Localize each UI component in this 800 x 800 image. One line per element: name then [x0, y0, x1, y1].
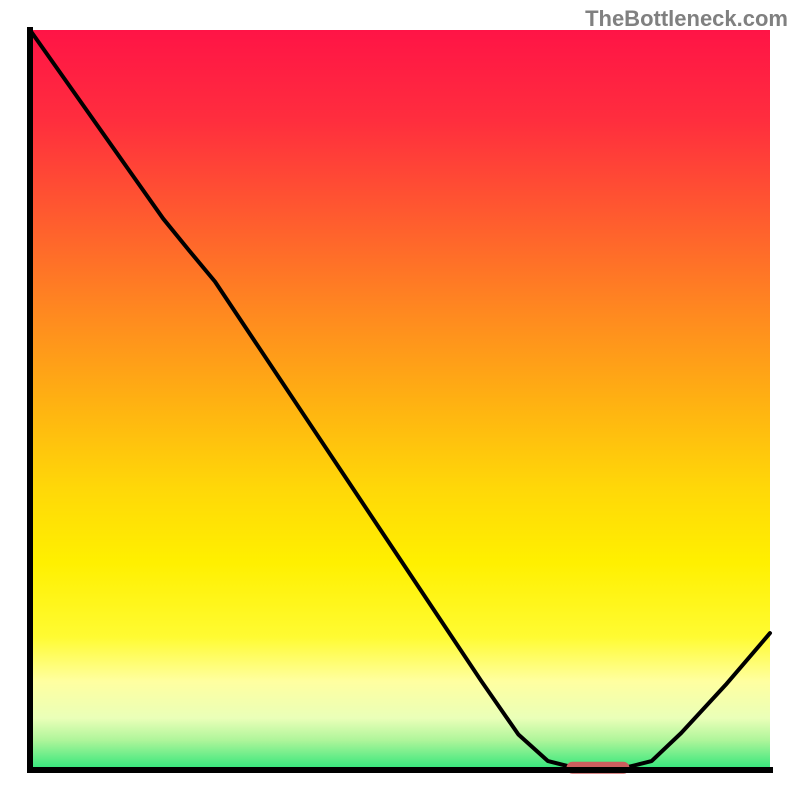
chart-stage: TheBottleneck.com [0, 0, 800, 800]
bottleneck-chart [0, 0, 800, 800]
plot-background-gradient [30, 30, 770, 770]
watermark-text: TheBottleneck.com [585, 6, 788, 32]
